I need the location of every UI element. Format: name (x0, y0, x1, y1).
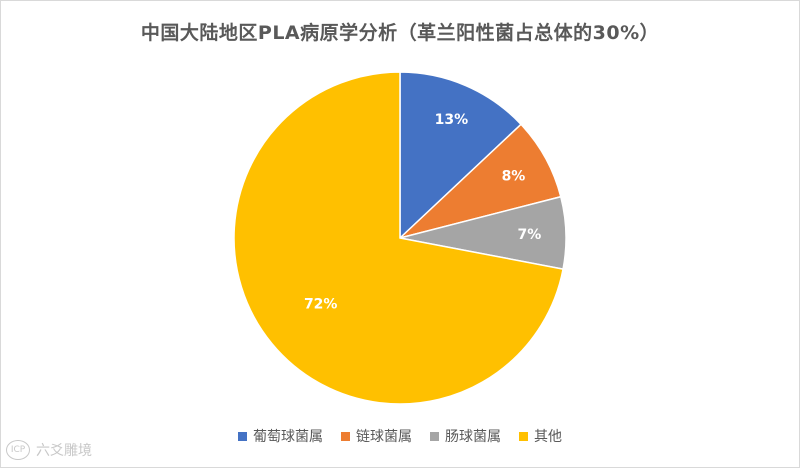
legend-swatch (238, 431, 247, 441)
data-label-other: 72% (304, 297, 338, 313)
legend-swatch (430, 431, 439, 441)
data-label-staphylococcus: 13% (435, 112, 469, 128)
legend-item-enterococcus: 肠球菌属 (430, 426, 501, 446)
chart-legend: 葡萄球菌属 链球菌属 肠球菌属 其他 (0, 426, 800, 446)
chart-title: 中国大陆地区PLA病原学分析（革兰阳性菌占总体的30%） (140, 22, 660, 44)
legend-swatch (519, 431, 528, 441)
data-label-enterococcus: 7% (518, 227, 542, 243)
slice-other (233, 71, 564, 405)
legend-label: 肠球菌属 (445, 429, 501, 445)
legend-item-other: 其他 (519, 426, 562, 446)
legend-item-streptococcus: 链球菌属 (341, 426, 412, 446)
slice-staphylococcus (399, 71, 523, 240)
legend-label: 链球菌属 (356, 429, 412, 445)
data-label-streptococcus: 8% (502, 169, 526, 185)
legend-label: 葡萄球菌属 (253, 429, 323, 445)
legend-label: 其他 (534, 429, 562, 445)
watermark: ICP 六爻雕境 (6, 440, 92, 460)
legend-item-staphylococcus: 葡萄球菌属 (238, 426, 323, 446)
legend-swatch (341, 431, 350, 441)
watermark-text: 六爻雕境 (36, 443, 92, 459)
watermark-logo: ICP (6, 440, 30, 460)
